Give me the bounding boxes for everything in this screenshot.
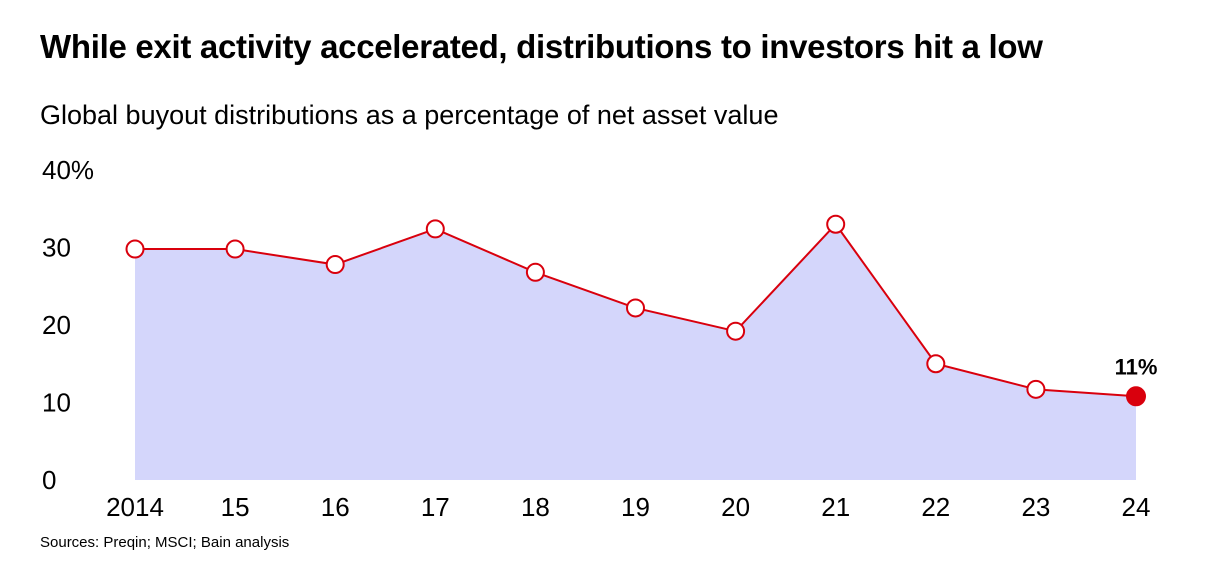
chart-title: While exit activity accelerated, distrib…: [40, 28, 1043, 65]
data-point-2014: [125, 239, 145, 259]
x-tick-label: 16: [321, 492, 350, 522]
data-point-24: [1126, 386, 1146, 407]
y-tick-label: 40%: [42, 155, 94, 185]
callout-layer: 11%: [1115, 354, 1158, 379]
data-point-16: [325, 255, 345, 275]
x-tick-label: 22: [921, 492, 950, 522]
y-axis: 0 10 20 30 40%: [42, 155, 94, 495]
x-tick-label: 20: [721, 492, 750, 522]
x-tick-label: 18: [521, 492, 550, 522]
chart-subtitle: Global buyout distributions as a percent…: [40, 100, 779, 130]
x-tick-label: 2014: [106, 492, 164, 522]
chart-source: Sources: Preqin; MSCI; Bain analysis: [40, 534, 290, 551]
data-point-20: [726, 321, 746, 341]
marker-layer: [125, 214, 1146, 407]
data-point-21: [826, 214, 846, 234]
x-axis: 2014 15 16 17 18 19 20 21 22 23 24: [106, 492, 1150, 522]
y-tick-label: 10: [42, 388, 71, 418]
x-tick-label: 24: [1122, 492, 1151, 522]
data-point-19: [626, 298, 645, 318]
series-area: [135, 224, 1136, 480]
x-tick-label: 21: [821, 492, 850, 522]
highlight-label: 11%: [1115, 354, 1158, 379]
x-tick-label: 17: [421, 492, 450, 522]
y-tick-label: 0: [42, 465, 56, 495]
data-point-15: [225, 239, 245, 259]
x-tick-label: 19: [621, 492, 650, 522]
area-layer: [135, 224, 1136, 480]
data-point-17: [425, 219, 445, 239]
y-tick-label: 20: [42, 310, 71, 340]
x-tick-label: 15: [221, 492, 250, 522]
data-point-23: [1026, 379, 1046, 399]
data-point-18: [525, 262, 545, 282]
data-point-22: [926, 354, 946, 374]
y-tick-label: 30: [42, 233, 71, 263]
x-tick-label: 23: [1021, 492, 1050, 522]
